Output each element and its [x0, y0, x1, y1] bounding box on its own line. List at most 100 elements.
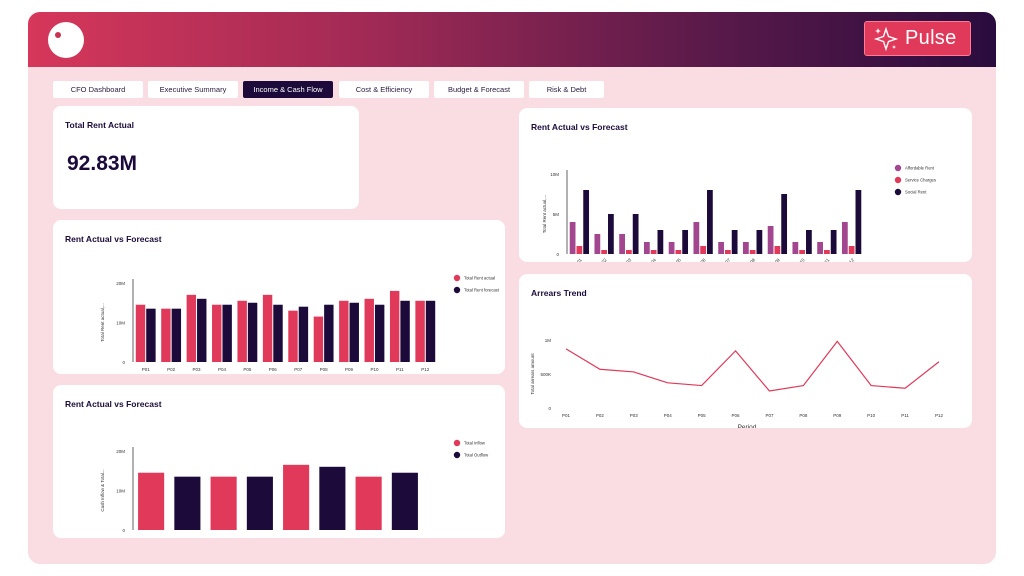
legend-marker	[453, 286, 461, 294]
y-tick-label: 0	[556, 252, 559, 257]
y-axis-title: Total arrears amount	[530, 353, 535, 395]
bar	[848, 246, 855, 254]
bar	[608, 214, 614, 254]
rent-chart-title: Rent Actual vs Forecast	[65, 234, 162, 244]
bar	[806, 230, 812, 254]
y-axis-title: Total Rent actual,...	[542, 195, 547, 234]
tab-income-cash-flow[interactable]: Income & Cash Flow	[243, 81, 333, 98]
bar	[313, 316, 324, 362]
bar	[767, 226, 774, 254]
header-bar: Pulse	[28, 12, 996, 67]
kpi-value: 92.83M	[67, 152, 138, 175]
bar	[823, 250, 830, 254]
x-tick-label: P07	[765, 413, 774, 418]
bar	[619, 234, 625, 254]
x-tick-label: P08	[799, 413, 808, 418]
legend-marker	[894, 164, 902, 172]
bar	[174, 476, 201, 530]
bar	[283, 464, 310, 530]
legend-marker	[894, 176, 902, 184]
x-tick-label: P04	[218, 367, 227, 372]
bar	[210, 476, 237, 530]
bar	[742, 242, 749, 254]
bar	[364, 298, 374, 362]
bar	[594, 234, 601, 254]
x-tick-label: P03	[193, 367, 202, 372]
bar	[781, 194, 788, 254]
bar	[625, 250, 632, 254]
rent-type-chart-card: Rent Actual vs Forecast 0 5M 10M Total Rent…	[519, 108, 972, 262]
bar	[576, 246, 583, 254]
logo-eye-icon	[55, 32, 61, 38]
pulse-button[interactable]: Pulse	[864, 21, 971, 56]
x-tick-label: P08	[320, 367, 329, 372]
x-tick-label: P01	[142, 367, 151, 372]
legend-label: Total Inflow	[464, 441, 486, 446]
bar	[400, 300, 410, 362]
legend-label: Social Rent	[905, 190, 927, 195]
x-tick-label: P02	[596, 413, 605, 418]
bar	[657, 230, 664, 254]
x-tick-label: P01	[562, 413, 571, 418]
tab-risk-debt[interactable]: Risk & Debt	[529, 81, 604, 98]
bar	[643, 242, 650, 254]
x-tick-label: P11	[396, 367, 404, 372]
bar	[319, 466, 346, 530]
y-tick-label: 0	[122, 528, 125, 533]
x-tick-label: P02	[598, 257, 608, 262]
bar	[632, 214, 639, 254]
x-tick-label: P10	[796, 257, 806, 262]
bar	[247, 302, 258, 362]
y-tick-label: 1M	[545, 338, 552, 343]
x-tick-label: P06	[732, 413, 741, 418]
x-tick-label: P07	[722, 257, 732, 262]
x-tick-label: P03	[630, 413, 639, 418]
legend-marker	[453, 451, 461, 459]
x-tick-label: P04	[648, 257, 658, 262]
tab-cfo-dashboard[interactable]: CFO Dashboard	[53, 81, 143, 98]
x-tick-label: P01	[574, 257, 584, 262]
bar	[682, 230, 689, 254]
legend-label: Total Rent forecast	[464, 288, 500, 293]
bar	[724, 250, 731, 254]
bar	[389, 290, 400, 362]
bar	[601, 250, 608, 254]
x-tick-label: P04	[664, 413, 673, 418]
y-tick-label: 500K	[540, 372, 551, 377]
y-tick-label: 10M	[116, 321, 125, 326]
arrears-line	[565, 340, 940, 392]
x-tick-label: P12	[421, 367, 430, 372]
logo[interactable]	[48, 22, 84, 58]
bar	[273, 304, 283, 362]
bar	[246, 476, 273, 530]
x-tick-label: P09	[772, 257, 782, 262]
legend-marker	[453, 274, 461, 282]
legend-label: Total Outflow	[464, 453, 489, 458]
legend-marker	[894, 188, 902, 196]
rent-type-chart-title: Rent Actual vs Forecast	[531, 122, 628, 132]
sparkle-icon	[873, 26, 899, 51]
x-tick-label: P08	[747, 257, 757, 262]
bar	[138, 472, 165, 530]
bar	[288, 310, 298, 362]
tab-budget-forecast[interactable]: Budget & Forecast	[434, 81, 524, 98]
tab-executive-summary[interactable]: Executive Summary	[148, 81, 238, 98]
pulse-label: Pulse	[905, 27, 957, 49]
bar	[212, 304, 222, 362]
bar	[569, 222, 576, 254]
x-tick-label: P02	[167, 367, 176, 372]
cash-chart-card: Rent Actual vs Forecast 0 10M 20M Cash Infl…	[53, 385, 505, 538]
x-axis-title: Period	[738, 424, 757, 428]
bar	[135, 304, 146, 362]
x-tick-label: P10	[370, 367, 379, 372]
bar	[731, 230, 738, 254]
bar	[817, 242, 823, 254]
bar	[675, 250, 682, 254]
tab-cost-efficiency[interactable]: Cost & Efficiency	[339, 81, 429, 98]
rent-chart-card: Rent Actual vs Forecast 0 10M 20M Total Ren…	[53, 220, 505, 374]
bar	[374, 304, 385, 362]
bar	[749, 250, 756, 254]
y-tick-label: 5M	[553, 212, 560, 217]
